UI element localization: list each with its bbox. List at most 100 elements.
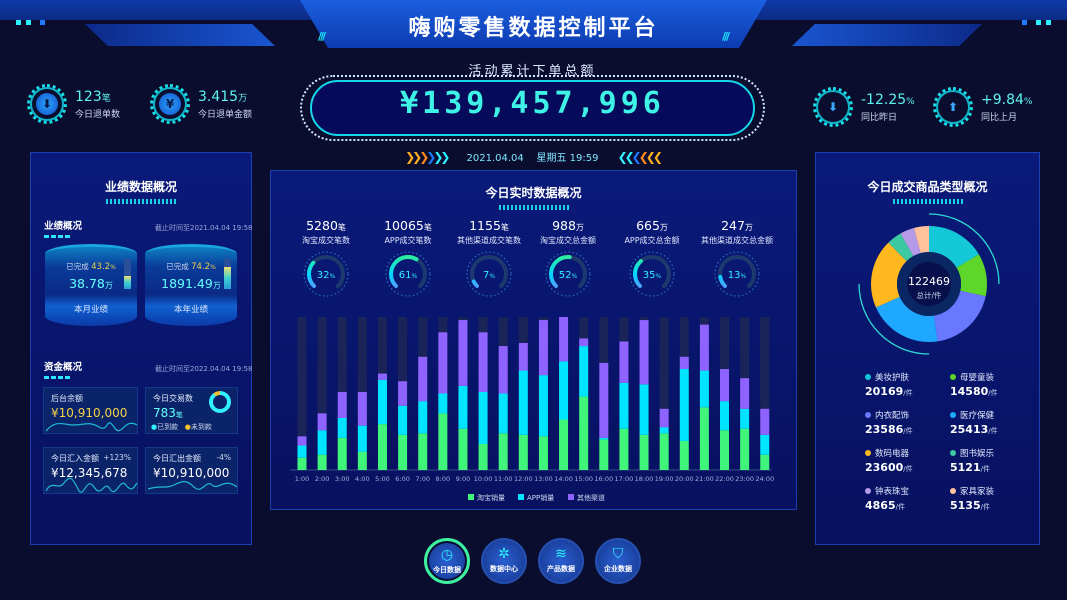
- pct-unit: %: [741, 273, 747, 280]
- bar-other-17:00: [619, 341, 629, 383]
- date: 2021.04.04: [466, 153, 524, 164]
- card-value: ¥12,345,678: [51, 466, 128, 480]
- gauge-pct: 61%: [399, 270, 418, 281]
- category-value: 14580: [950, 385, 989, 398]
- donut-total-label: 总计/件: [916, 290, 942, 300]
- bar-app-20:00: [679, 369, 689, 441]
- total-frame: [300, 75, 765, 141]
- bar-taobao-11:00: [498, 433, 508, 470]
- bar-app-17:00: [619, 382, 629, 429]
- card-title: 后台余额: [51, 394, 83, 403]
- stat-label: 同比上月: [981, 112, 1018, 123]
- stat-label: 今日退单金额: [198, 109, 253, 120]
- legend-pending: 未到款: [190, 423, 212, 431]
- bar-other-9:00: [458, 320, 468, 386]
- as-of-time: 截止时间至2021.04.04 19:58: [155, 224, 253, 232]
- gauge-3: 988万 淘宝成交总金额 52%: [526, 218, 610, 304]
- square-decoration: [26, 20, 31, 25]
- bar-other-3:00: [337, 391, 347, 418]
- done-pct: 74.2: [191, 262, 211, 272]
- pct-unit: %: [412, 273, 418, 280]
- nav-button-1[interactable]: ✲ 数据中心: [481, 538, 527, 584]
- bar-other-7:00: [418, 356, 428, 402]
- arc-decoration: [858, 283, 930, 355]
- nav-button-0[interactable]: ◷ 今日数据: [424, 538, 470, 584]
- legend-dot: [865, 412, 871, 418]
- x-tick-label: 4:00: [355, 475, 370, 483]
- bar-other-5:00: [377, 373, 387, 380]
- title-underline: [892, 199, 963, 204]
- square-decoration: [1022, 20, 1027, 25]
- x-tick-label: 17:00: [615, 475, 634, 483]
- legend-label: APP销量: [527, 493, 554, 502]
- donut-slice-5: [888, 233, 914, 262]
- section-title: 业绩概况: [44, 221, 83, 232]
- x-tick-label: 11:00: [494, 475, 513, 483]
- arrow-up-icon: ⬆: [933, 87, 973, 127]
- category-legend-item: 内衣配饰 23586/件: [865, 409, 913, 436]
- x-tick-label: 7:00: [415, 475, 430, 483]
- card-today-transactions: 今日交易数 783笔 ●已到款 ●未到款: [145, 387, 238, 434]
- bar-taobao-14:00: [559, 419, 569, 470]
- bar-taobao-8:00: [438, 413, 448, 470]
- stripes-decoration: ///: [318, 30, 326, 43]
- refund-box-icon: ⬇: [27, 84, 67, 124]
- category-unit: /件: [980, 465, 990, 473]
- donut-slice-6: [900, 228, 921, 257]
- ring-chart: [209, 391, 231, 413]
- donut-slice-1: [956, 254, 987, 297]
- bar-other-11:00: [498, 346, 508, 394]
- bar-other-2:00: [317, 413, 327, 431]
- bar-taobao-18:00: [639, 434, 649, 470]
- section-underline: [44, 376, 70, 379]
- bar-other-19:00: [659, 408, 669, 428]
- bar-other-18:00: [639, 320, 649, 385]
- bar-app-16:00: [599, 437, 609, 440]
- donut-chart: 122469 总计/件: [858, 213, 1000, 355]
- x-tick-label: 6:00: [395, 475, 410, 483]
- gauge-label: 其他渠道成交笔数: [457, 236, 521, 245]
- x-tick-label: 18:00: [635, 475, 654, 483]
- gauge-ring: 7%: [466, 251, 512, 297]
- x-tick-label: 19:00: [655, 475, 674, 483]
- bar-taobao-1:00: [297, 457, 307, 470]
- panel-title: 业绩数据概况: [104, 180, 177, 194]
- title-underline: [498, 205, 569, 210]
- progress-meter: [124, 259, 131, 289]
- card-value: 783: [153, 406, 176, 420]
- x-tick-label: 2:00: [315, 475, 330, 483]
- bar-app-15:00: [579, 346, 589, 397]
- bar-app-10:00: [478, 391, 488, 444]
- gauge-fill: [389, 255, 427, 293]
- pct-unit: %: [489, 273, 495, 280]
- category-name: 家具家装: [960, 487, 995, 497]
- section-underline: [44, 235, 70, 238]
- x-tick-label: 14:00: [554, 475, 573, 483]
- category-name: 内衣配饰: [875, 411, 910, 421]
- bar-taobao-2:00: [317, 454, 327, 470]
- category-name: 钟表珠宝: [875, 487, 910, 497]
- gauge-ring: 52%: [545, 251, 591, 297]
- x-tick-label: 8:00: [436, 475, 451, 483]
- bar-other-10:00: [478, 332, 488, 392]
- bar-other-20:00: [679, 356, 689, 370]
- gauge-pct: 32%: [317, 270, 336, 281]
- nav-button-3[interactable]: ⛉ 企业数据: [595, 538, 641, 584]
- bar-app-12:00: [518, 370, 528, 435]
- nav-button-2[interactable]: ≋ 产品数据: [538, 538, 584, 584]
- card-title: 今日交易数: [153, 394, 193, 403]
- gauge-unit: 万: [659, 223, 668, 232]
- gauge-ring: 61%: [385, 251, 431, 297]
- category-unit: /件: [895, 503, 905, 511]
- bar-taobao-5:00: [377, 424, 387, 470]
- legend: ●已到款 ●未到款: [151, 423, 212, 431]
- nav-label: 今日数据: [433, 566, 461, 574]
- gauge-ring: 13%: [714, 251, 760, 297]
- card-today-inflow: 今日汇入金额 +123% ¥12,345,678: [43, 447, 138, 494]
- stat-label: 今日退单数: [75, 109, 121, 120]
- bar-other-6:00: [398, 381, 408, 406]
- card-value: ¥10,910,000: [51, 406, 128, 420]
- bar-other-23:00: [740, 378, 750, 409]
- stat-unit: %: [1023, 96, 1033, 107]
- card-change: -4%: [216, 453, 231, 462]
